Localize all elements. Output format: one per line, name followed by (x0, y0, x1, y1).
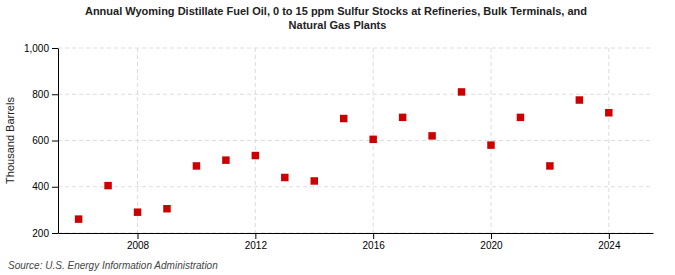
axis-line (59, 233, 654, 234)
grid-line (58, 140, 653, 141)
y-axis-label: Thousand Barrels (4, 97, 16, 184)
point (487, 141, 494, 148)
tick-label: 200 (32, 228, 49, 239)
x-axis: 2008 2012 2016 2020 2024 (59, 233, 654, 251)
chart: Annual Wyoming Distillate Fuel Oil, 0 to… (0, 0, 675, 275)
tick-label: 2008 (127, 240, 150, 251)
x-tick: 2012 (245, 233, 268, 251)
point (281, 174, 288, 181)
tick-label: 2012 (245, 240, 268, 251)
tick-mark (373, 233, 374, 239)
plot-area: 2008 2012 2016 2020 2024 200 400 600 800 1,000 Tho… (4, 43, 654, 251)
grid-line (58, 48, 653, 49)
grid-line (608, 48, 609, 233)
y-tick: 200 (32, 228, 58, 239)
points (75, 88, 613, 223)
title: Annual Wyoming Distillate Fuel Oil, 0 to… (85, 5, 590, 31)
y-axis: 200 400 600 800 1,000 (24, 43, 59, 239)
point (369, 136, 376, 143)
grid-line (58, 233, 653, 234)
point (163, 205, 170, 212)
y-tick: 400 (32, 181, 58, 192)
grid-line (255, 48, 256, 233)
tick-mark (52, 141, 58, 142)
y-tick: 800 (32, 89, 58, 100)
grid-line (490, 48, 491, 233)
point (75, 215, 82, 222)
tick-mark (52, 233, 58, 234)
tick-mark (255, 233, 256, 239)
grid-line (58, 94, 653, 95)
tick-label: 1,000 (24, 43, 49, 54)
tick-label: 2020 (480, 240, 503, 251)
point (193, 162, 200, 169)
tick-mark (52, 187, 58, 188)
source-note: Source: U.S. Energy Information Administ… (8, 260, 218, 271)
tick-label: 800 (32, 89, 49, 100)
point (458, 88, 465, 95)
grid-line (137, 48, 138, 233)
tick-mark (138, 233, 139, 239)
tick-label: 2016 (363, 240, 386, 251)
y-tick: 1,000 (24, 43, 58, 54)
tick-label: 2024 (598, 240, 621, 251)
x-tick: 2016 (363, 233, 386, 251)
point (517, 114, 524, 121)
point (252, 152, 259, 159)
point (222, 156, 229, 163)
y-tick: 600 (32, 135, 58, 146)
x-tick: 2008 (127, 233, 150, 251)
point (546, 162, 553, 169)
point (428, 132, 435, 139)
point (576, 96, 583, 103)
point (134, 208, 141, 215)
point (104, 182, 111, 189)
grid-line (58, 186, 653, 187)
title-line: Natural Gas Plants (289, 19, 387, 31)
tick-label: 600 (32, 135, 49, 146)
tick-mark (52, 94, 58, 95)
point (311, 177, 318, 184)
point (399, 114, 406, 121)
grid (58, 48, 653, 233)
x-tick: 2024 (598, 233, 621, 251)
x-tick: 2020 (480, 233, 503, 251)
tick-mark (52, 48, 58, 49)
title-line: Annual Wyoming Distillate Fuel Oil, 0 to… (85, 5, 590, 17)
tick-label: 400 (32, 181, 49, 192)
point (340, 115, 347, 122)
tick-mark (491, 233, 492, 239)
tick-mark (609, 233, 610, 239)
point (605, 109, 612, 116)
axis-line (58, 49, 59, 234)
